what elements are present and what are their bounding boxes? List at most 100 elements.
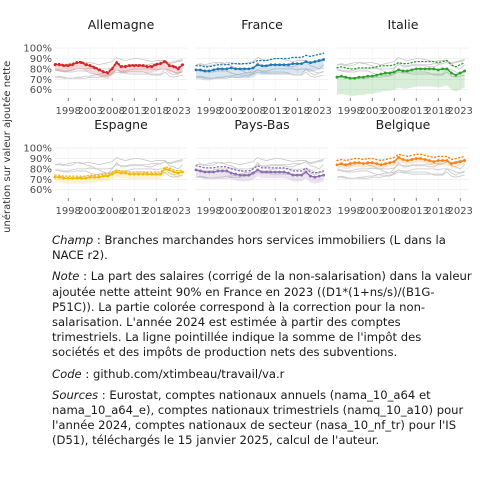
data-point	[159, 172, 163, 176]
x-tick-label: 2008	[240, 206, 265, 217]
data-point	[348, 76, 352, 80]
data-point	[419, 67, 422, 71]
data-point	[287, 63, 290, 67]
data-point	[137, 172, 141, 176]
data-point	[265, 64, 268, 68]
y-tick-label: 90%	[30, 54, 52, 65]
data-point	[93, 175, 96, 179]
data-point	[97, 175, 101, 179]
data-point	[225, 67, 229, 71]
data-point	[353, 76, 356, 80]
data-point	[128, 172, 132, 176]
x-tick-label: 2003	[218, 206, 243, 217]
data-point	[370, 74, 374, 78]
data-point	[71, 176, 74, 180]
data-point	[450, 71, 453, 75]
y-tick-label: 100%	[23, 144, 52, 155]
background-series-italie	[54, 68, 183, 79]
background-series-espagne	[55, 68, 183, 79]
data-point	[260, 64, 264, 68]
background-series-belgique	[195, 56, 324, 66]
facet-title: Pays-Bas	[234, 117, 289, 132]
data-point	[450, 162, 453, 166]
data-point	[397, 68, 400, 72]
data-point	[154, 63, 158, 67]
x-tick-label: 2013	[121, 206, 146, 217]
data-point	[414, 157, 418, 160]
data-point	[410, 68, 414, 72]
dotted-line	[195, 52, 325, 68]
data-point	[463, 69, 466, 73]
dotted-line	[336, 59, 466, 70]
x-tick-label: 2013	[403, 106, 428, 117]
facet-panels: Allemagne60%70%80%90%100%199820032008201…	[23, 17, 473, 217]
data-point	[207, 170, 211, 174]
data-point	[370, 161, 374, 165]
data-point	[124, 171, 127, 175]
data-point	[322, 173, 325, 177]
sources-text: : Eurostat, comptes nationaux annuels (n…	[52, 387, 464, 448]
x-tick-label: 2018	[425, 106, 450, 117]
data-point	[265, 170, 268, 174]
y-axis-label: Rémunération sur valeur ajoutée nette	[1, 61, 13, 232]
data-point	[71, 63, 74, 67]
x-tick-label: 2023	[447, 106, 472, 117]
data-point	[66, 176, 70, 180]
data-point	[238, 67, 242, 71]
chart: Rémunération sur valeur ajoutée nette Al…	[1, 17, 473, 232]
x-tick-label: 2023	[165, 206, 190, 217]
data-point	[300, 173, 303, 177]
data-point	[199, 169, 202, 173]
data-point	[146, 65, 149, 69]
data-point	[251, 171, 255, 175]
data-point	[199, 68, 202, 72]
y-tick-label: 60%	[30, 185, 52, 196]
x-tick-label: 2008	[240, 106, 265, 117]
data-point	[146, 172, 149, 176]
data-point	[256, 63, 259, 67]
data-point	[317, 59, 321, 62]
data-point	[80, 176, 83, 180]
data-point	[234, 67, 238, 71]
champ-text: : Branches marchandes hors services immo…	[52, 233, 446, 263]
data-point	[379, 72, 383, 76]
data-point	[163, 60, 167, 63]
data-point	[335, 163, 339, 167]
x-tick-label: 2023	[165, 106, 190, 117]
data-point	[119, 171, 123, 175]
x-tick-label: 2013	[403, 206, 428, 217]
data-point	[304, 60, 308, 63]
code-text: : github.com/xtimbeau/travail/va.r	[81, 366, 285, 381]
data-point	[106, 174, 110, 178]
data-point	[141, 172, 145, 176]
data-point	[291, 173, 295, 177]
caption-code: Code : github.com/xtimbeau/travail/va.r	[52, 367, 472, 382]
correction-band	[337, 68, 465, 96]
x-tick-label: 2023	[447, 206, 472, 217]
data-point	[406, 159, 409, 162]
dotted-line	[54, 166, 184, 177]
correction-band	[55, 168, 183, 184]
background-series-belgique	[195, 156, 324, 166]
data-point	[97, 68, 101, 72]
y-tick-label: 70%	[30, 175, 52, 186]
data-point	[110, 67, 114, 71]
data-point	[366, 161, 370, 165]
data-point	[216, 169, 220, 173]
data-point	[357, 75, 361, 79]
data-point	[313, 175, 317, 179]
x-tick-label: 2013	[262, 206, 287, 217]
data-point	[313, 60, 317, 63]
x-tick-label: 1998	[337, 106, 362, 117]
data-point	[273, 63, 277, 67]
data-point	[295, 173, 299, 177]
data-point	[344, 163, 348, 167]
note-label: Note	[52, 269, 80, 284]
data-point	[340, 74, 343, 78]
data-point	[357, 161, 361, 165]
x-tick-label: 2023	[306, 106, 331, 117]
data-point	[309, 61, 312, 65]
data-point	[260, 170, 264, 174]
data-point	[384, 162, 387, 166]
